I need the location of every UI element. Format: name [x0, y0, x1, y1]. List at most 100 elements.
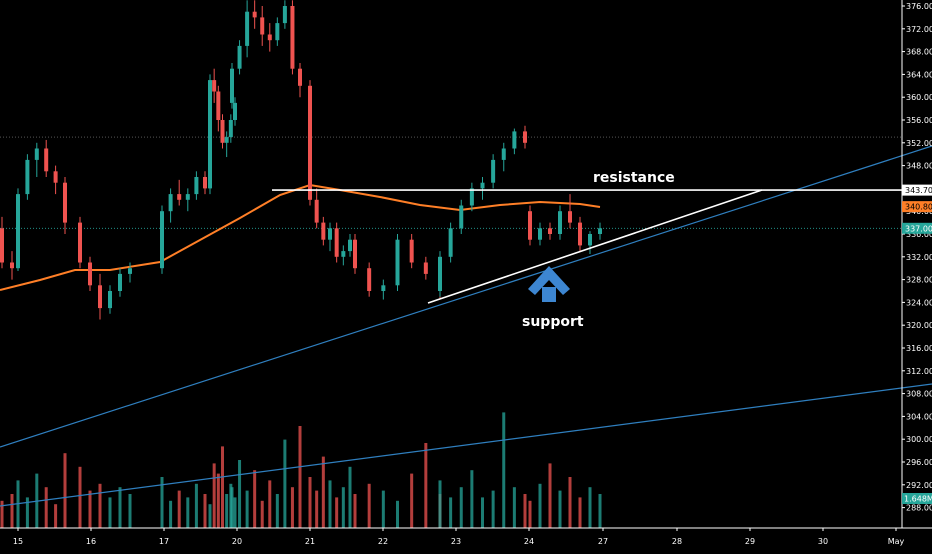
volume-bar [290, 487, 294, 528]
candle-body [53, 171, 58, 183]
volume-bar [177, 490, 181, 528]
volume-bar [203, 494, 207, 528]
price-tick-label: 292.00 [906, 481, 932, 490]
candle-body [88, 262, 92, 286]
volume-bar [502, 412, 506, 528]
time-tick-label: 21 [305, 537, 315, 546]
lower-channel-line [0, 383, 932, 507]
volume-bar [54, 504, 58, 528]
volume-bar [216, 473, 220, 528]
time-tick-label: 23 [451, 537, 461, 546]
candle-body [588, 234, 592, 246]
volume-bar [238, 460, 242, 528]
price-tick-label: 328.00 [906, 276, 932, 285]
volume-bar [459, 487, 463, 528]
trend-channel [0, 145, 932, 507]
candle-body [548, 228, 552, 234]
time-tick-label: 20 [232, 537, 242, 546]
time-axis[interactable]: 15 16 17 20 21 22 23 24 27 28 29 30 May [13, 528, 905, 546]
candle-body [409, 239, 414, 263]
volume-bar [381, 490, 385, 528]
candle-body [308, 85, 312, 200]
volume-bar [481, 497, 484, 528]
volume-bar [245, 490, 249, 528]
volume-bar [424, 443, 428, 528]
candle-body [216, 91, 221, 120]
candle-body [459, 205, 464, 229]
candle-body [314, 199, 319, 223]
volume-bar [186, 497, 190, 528]
candle-body [185, 194, 190, 200]
volume-bar [341, 487, 345, 528]
candle-body [334, 228, 339, 257]
candle-body [491, 159, 496, 183]
volume-bar [0, 500, 4, 528]
candle-body [203, 177, 207, 189]
candle-body [275, 23, 280, 41]
candle-body [321, 222, 326, 240]
volume-bar [449, 497, 453, 528]
time-tick-label: 29 [745, 537, 755, 546]
volume-bar [44, 487, 48, 528]
candle-body [212, 80, 217, 92]
volume-bar [491, 490, 495, 528]
candle-body [194, 177, 199, 195]
volume-bar [88, 490, 92, 528]
price-axis[interactable]: 376.00 372.00 368.00 364.00 360.00 356.00 352.… [902, 2, 932, 513]
price-tick-label: 316.00 [906, 344, 932, 353]
candle-body [16, 194, 20, 269]
candle-body [367, 268, 372, 291]
volume-bar [160, 477, 164, 528]
candle-body [448, 228, 453, 257]
volume-bar [169, 500, 173, 528]
support-arrow-icon [528, 266, 570, 302]
volume-bar [275, 494, 279, 528]
candlesticks [0, 0, 602, 320]
volume-bar [578, 497, 582, 528]
price-tick-label: 332.00 [906, 253, 932, 262]
upper-channel-line [0, 145, 932, 448]
volume-bar [353, 494, 357, 528]
volume-bar [523, 494, 527, 528]
candle-body [168, 194, 173, 212]
volume-bar [63, 453, 67, 528]
candle-body [224, 137, 229, 143]
volume-bar [78, 466, 82, 528]
candle-body [282, 6, 287, 24]
volume-bar [225, 494, 229, 528]
candle-body [108, 291, 112, 309]
volume-bar [588, 487, 592, 528]
drawn-lines [272, 189, 902, 304]
volume-bar [260, 500, 264, 528]
volume-tag: 1.648M [902, 493, 932, 504]
volume-bar [315, 490, 319, 528]
volume-bar [568, 477, 572, 528]
candle-body [353, 239, 357, 269]
time-tick-label: May [888, 537, 905, 546]
candle-body [252, 11, 257, 18]
candle-body [177, 194, 182, 200]
candle-body [34, 148, 39, 160]
candle-body [348, 239, 352, 252]
candle-body [237, 45, 242, 69]
candle-body [298, 68, 302, 86]
price-tick-label: 348.00 [906, 162, 932, 171]
volume-bar [253, 470, 257, 528]
price-tick-label: 324.00 [906, 298, 932, 307]
candle-body [25, 159, 30, 195]
ma-price-text: 340.80 [905, 203, 932, 212]
volume-bar [438, 480, 442, 528]
candle-body [118, 273, 122, 291]
candle-body [438, 256, 442, 291]
volume-bar [212, 463, 216, 528]
candle-body [98, 285, 102, 309]
price-tick-label: 336.00 [906, 230, 932, 239]
candle-body [0, 228, 4, 263]
candle-body [267, 34, 272, 41]
time-tick-label: 30 [818, 537, 828, 546]
volume-bar [98, 483, 102, 528]
volume-bar [128, 494, 132, 528]
volume-bar [598, 494, 602, 528]
